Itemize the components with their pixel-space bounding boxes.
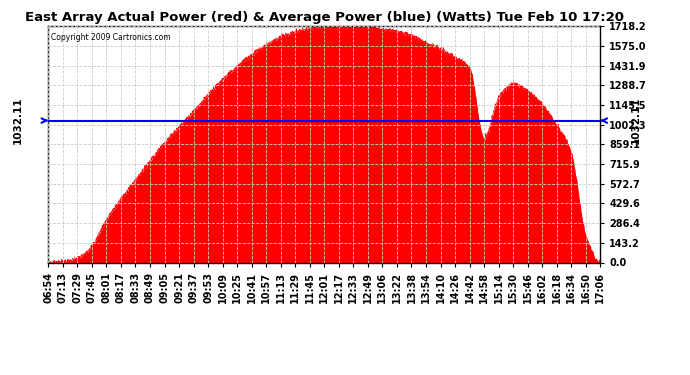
Text: 1032.11: 1032.11 bbox=[631, 97, 641, 144]
Title: East Array Actual Power (red) & Average Power (blue) (Watts) Tue Feb 10 17:20: East Array Actual Power (red) & Average … bbox=[25, 11, 624, 24]
Text: Copyright 2009 Cartronics.com: Copyright 2009 Cartronics.com bbox=[51, 33, 170, 42]
Text: 1032.11: 1032.11 bbox=[13, 97, 23, 144]
